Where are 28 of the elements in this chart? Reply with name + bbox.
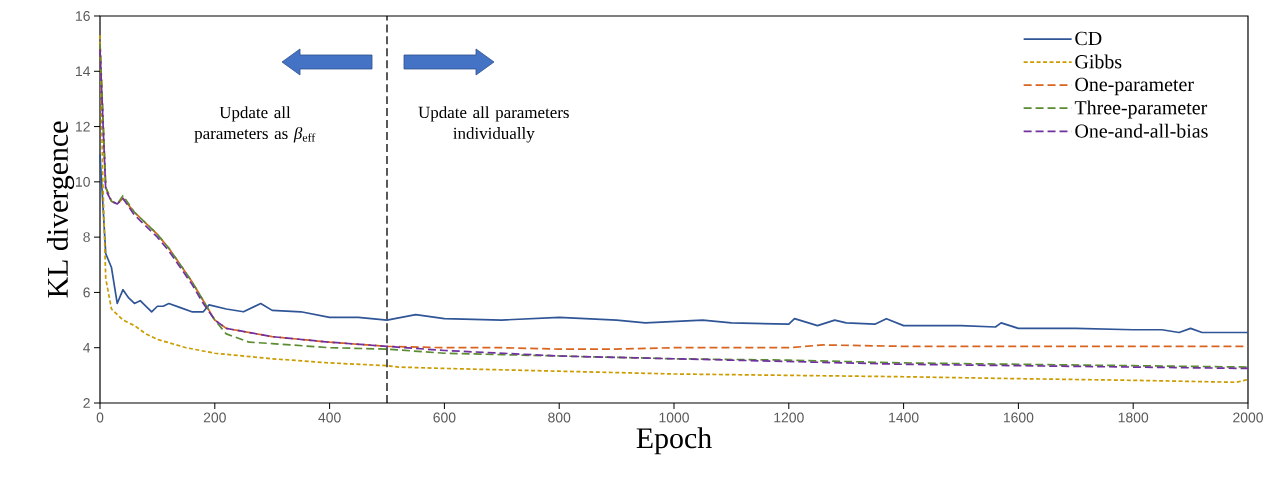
legend-label: One-and-all-bias: [1075, 123, 1208, 138]
x-tick-label: 1000: [659, 412, 689, 423]
y-tick-label: 2: [83, 398, 90, 408]
y-tick-label: 8: [83, 232, 90, 243]
y-tick-label: 6: [83, 287, 90, 298]
x-tick-label: 400: [318, 412, 341, 423]
annotation: Update all parameters individually: [418, 106, 569, 143]
y-tick-label: 4: [83, 342, 91, 353]
x-tick-label: 1200: [774, 412, 804, 423]
x-axis-title: Epoch: [636, 427, 712, 455]
legend-label: One-parameter: [1075, 77, 1194, 96]
x-tick-label: 200: [203, 412, 226, 423]
y-tick-label: 10: [76, 176, 90, 187]
x-tick-label: 800: [548, 412, 571, 423]
x-tick-label: 1400: [889, 412, 919, 423]
y-tick-label: 12: [76, 121, 90, 132]
annotation: Update all parameters as β$_{eff}$: [194, 106, 316, 143]
legend-label: Three-parameter: [1074, 100, 1208, 119]
x-tick-label: 600: [433, 412, 456, 423]
x-tick-label: 0: [96, 412, 104, 423]
y-tick-label: 16: [76, 11, 90, 21]
legend-label: Gibbs: [1075, 54, 1122, 69]
y-tick-label: 14: [76, 66, 91, 77]
x-tick-label: 1800: [1118, 412, 1149, 423]
x-tick-label: 2000: [1233, 412, 1263, 423]
legend-label: CD: [1075, 31, 1102, 46]
x-tick-label: 1600: [1003, 412, 1034, 423]
y-axis-title: KL divergence: [46, 121, 75, 298]
